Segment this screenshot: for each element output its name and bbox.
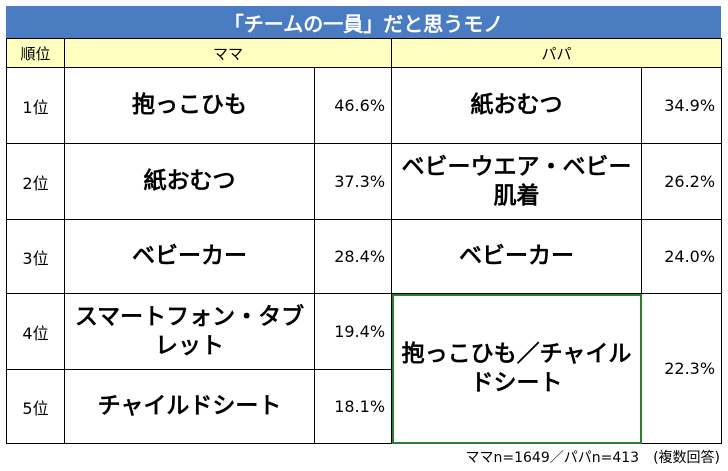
rank-cell: 2位 xyxy=(6,143,65,220)
papa-percent-merged: 22.3% xyxy=(641,293,723,444)
papa-item-merged: 抱っこひも／チャイルドシート xyxy=(391,293,643,444)
page-title: 「チームの一員」だと思うモノ xyxy=(6,6,721,38)
rank-cell: 1位 xyxy=(6,67,65,144)
mama-item: スマートフォン・タブレット xyxy=(64,293,315,370)
header-papa: パパ xyxy=(391,38,723,68)
ranking-table: 順位 ママ パパ 1位 抱っこひも 46.6% 紙おむつ 34.9% 2位 紙お… xyxy=(6,38,723,444)
papa-item: 紙おむつ xyxy=(391,67,643,144)
header-row: 順位 ママ パパ xyxy=(6,38,723,68)
mama-item: 紙おむつ xyxy=(64,143,315,220)
table-row: 2位 紙おむつ 37.3% ベビーウエア・ベビー肌着 26.2% xyxy=(6,143,723,220)
rank-cell: 3位 xyxy=(6,219,65,294)
papa-item: ベビーカー xyxy=(391,219,643,294)
papa-item: ベビーウエア・ベビー肌着 xyxy=(391,143,643,220)
mama-percent: 28.4% xyxy=(313,219,393,294)
mama-item: チャイルドシート xyxy=(64,369,315,444)
table-row: 4位 スマートフォン・タブレット 19.4% 抱っこひも／チャイルドシート 22… xyxy=(6,293,723,444)
table-row: 3位 ベビーカー 28.4% ベビーカー 24.0% xyxy=(6,219,723,294)
header-rank: 順位 xyxy=(6,38,65,68)
mama-percent: 37.3% xyxy=(313,143,393,220)
papa-percent: 34.9% xyxy=(641,67,723,144)
table-row: 1位 抱っこひも 46.6% 紙おむつ 34.9% xyxy=(6,67,723,144)
mama-percent: 18.1% xyxy=(313,369,393,444)
mama-percent: 19.4% xyxy=(313,293,393,370)
mama-item: 抱っこひも xyxy=(64,67,315,144)
mama-item: ベビーカー xyxy=(64,219,315,294)
rank-cell: 5位 xyxy=(6,369,65,444)
rank-cell: 4位 xyxy=(6,293,65,370)
mama-percent: 46.6% xyxy=(313,67,393,144)
footnote: ママn=1649／パパn=413 (複数回答) xyxy=(465,450,720,466)
header-mama: ママ xyxy=(63,38,393,68)
table-row: 5位 チャイルドシート 18.1% xyxy=(6,369,722,444)
papa-percent: 24.0% xyxy=(641,219,723,294)
papa-percent: 26.2% xyxy=(641,143,723,220)
